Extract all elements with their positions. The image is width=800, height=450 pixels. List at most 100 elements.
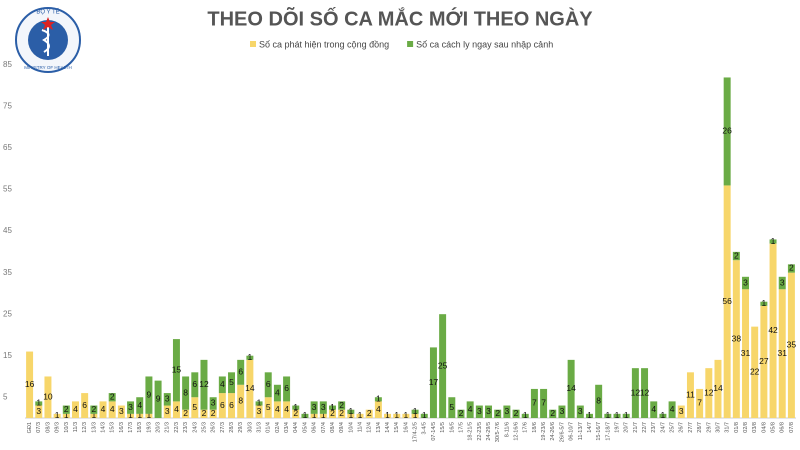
- data-label: 9: [147, 389, 152, 399]
- x-tick-label: 14/4: [385, 422, 391, 433]
- bar-segment: [696, 388, 704, 418]
- data-label: 2: [789, 263, 794, 273]
- data-label: 1: [348, 410, 353, 420]
- data-label: 3: [165, 406, 170, 416]
- data-label: 4: [174, 404, 179, 414]
- data-label: 14: [566, 383, 576, 393]
- bar-segment: [264, 397, 272, 418]
- data-label: 2: [459, 408, 464, 418]
- data-label: 5: [266, 402, 271, 412]
- data-label: 6: [192, 379, 197, 389]
- bar-segment: [209, 397, 217, 410]
- x-tick-label: 06/4: [312, 422, 318, 433]
- data-label: 42: [768, 325, 778, 335]
- bar-segment: [172, 401, 180, 418]
- x-tick-label: 19/7: [614, 422, 620, 433]
- data-label: 3: [165, 394, 170, 404]
- x-tick-label: 09/4: [339, 422, 345, 433]
- logo-bottom: MINISTRY OF HEALTH: [24, 65, 72, 70]
- bar-segment: [778, 289, 786, 418]
- bar-segment: [723, 77, 731, 186]
- data-label: 12: [640, 387, 650, 397]
- data-label: 1: [293, 402, 298, 412]
- data-label: 16: [25, 379, 35, 389]
- bar-segment: [631, 368, 639, 418]
- data-label: 6: [220, 400, 225, 410]
- bar-segment: [475, 405, 483, 418]
- data-label: 6: [284, 383, 289, 393]
- data-label: 3: [321, 402, 326, 412]
- bar-segment: [439, 314, 447, 418]
- bar-segment: [35, 405, 43, 418]
- bar-segment: [714, 359, 722, 418]
- bar-segment: [237, 359, 245, 385]
- data-label: 6: [229, 400, 234, 410]
- bar-segment: [723, 185, 731, 418]
- bar-segment: [613, 413, 621, 418]
- x-tick-label: 07-14/5: [431, 422, 437, 441]
- bar-segment: [567, 359, 575, 418]
- data-label: 38: [732, 333, 742, 343]
- x-tick-label: 23/7: [651, 422, 657, 433]
- x-tick-label: 11-13/7: [578, 422, 584, 440]
- x-tick-label: 11/4: [357, 422, 363, 432]
- x-tick-label: 09/3: [55, 422, 61, 433]
- bar-segment: [301, 413, 309, 418]
- data-label: 3: [257, 406, 262, 416]
- bar-segment: [457, 409, 465, 418]
- data-label: 4: [468, 404, 473, 414]
- x-tick-label: 22/3: [174, 422, 180, 433]
- bar-segment: [448, 397, 456, 418]
- x-tick-label: 28/7: [697, 422, 703, 433]
- x-tick-label: 22-23/5: [477, 422, 483, 441]
- data-label: 4: [101, 404, 106, 414]
- x-tick-label: 16/3: [119, 422, 125, 433]
- bar-segment: [127, 401, 135, 414]
- legend-label: Số ca phát hiện trong cộng đồng: [259, 39, 389, 49]
- data-label: 12: [199, 379, 209, 389]
- logo-snake: [41, 29, 50, 53]
- x-tick-label: 27/7: [688, 422, 694, 433]
- x-tick-label: 21/7: [633, 422, 639, 433]
- data-label: 1: [404, 410, 409, 420]
- bar-segment: [191, 397, 199, 418]
- bar-segment: [512, 409, 520, 418]
- data-label: 31: [741, 348, 751, 358]
- x-tick-label: 17/6: [523, 422, 529, 433]
- logo-top: BỘ Y TẾ: [36, 9, 59, 16]
- x-tick-label: 3-4/5: [422, 422, 428, 435]
- data-label: 1: [422, 410, 427, 420]
- x-tick-label: 10/4: [348, 422, 354, 433]
- logo: BỘ Y TẾ MINISTRY OF HEALTH: [15, 7, 81, 73]
- x-tick-label: 25/7: [670, 422, 676, 433]
- bar-segment: [292, 409, 300, 418]
- data-label: 10: [43, 391, 53, 401]
- data-label: 1: [605, 410, 610, 420]
- bar-segment: [650, 401, 658, 418]
- x-tick-label: 26/6-5/7: [559, 422, 565, 442]
- bar-segment: [319, 401, 327, 414]
- x-tick-label: 16/4: [403, 422, 409, 433]
- data-label: 4: [376, 404, 381, 414]
- bar-segment: [228, 393, 236, 418]
- y-tick-label: 35: [3, 268, 12, 277]
- bar-segment: [659, 413, 667, 418]
- y-tick-label: 85: [3, 60, 12, 69]
- data-label: 2: [339, 408, 344, 418]
- bar-segment: [90, 405, 98, 414]
- x-tick-label: 05/8: [771, 422, 777, 433]
- bar-segment: [273, 401, 281, 418]
- x-tick-label: 21/3: [165, 422, 171, 433]
- x-tick-label: 15/4: [394, 422, 400, 433]
- bar-segment: [310, 413, 318, 418]
- x-tick-label: 04/4: [293, 422, 299, 433]
- bar-segment: [62, 405, 70, 414]
- bar-segment: [136, 413, 144, 418]
- bar-segment: [209, 409, 217, 418]
- bar-segment: [163, 393, 171, 406]
- data-label: 2: [64, 404, 69, 414]
- data-label: 1: [587, 410, 592, 420]
- bar-segment: [218, 376, 226, 394]
- data-label: 1: [64, 410, 69, 420]
- data-label: 1: [248, 352, 253, 362]
